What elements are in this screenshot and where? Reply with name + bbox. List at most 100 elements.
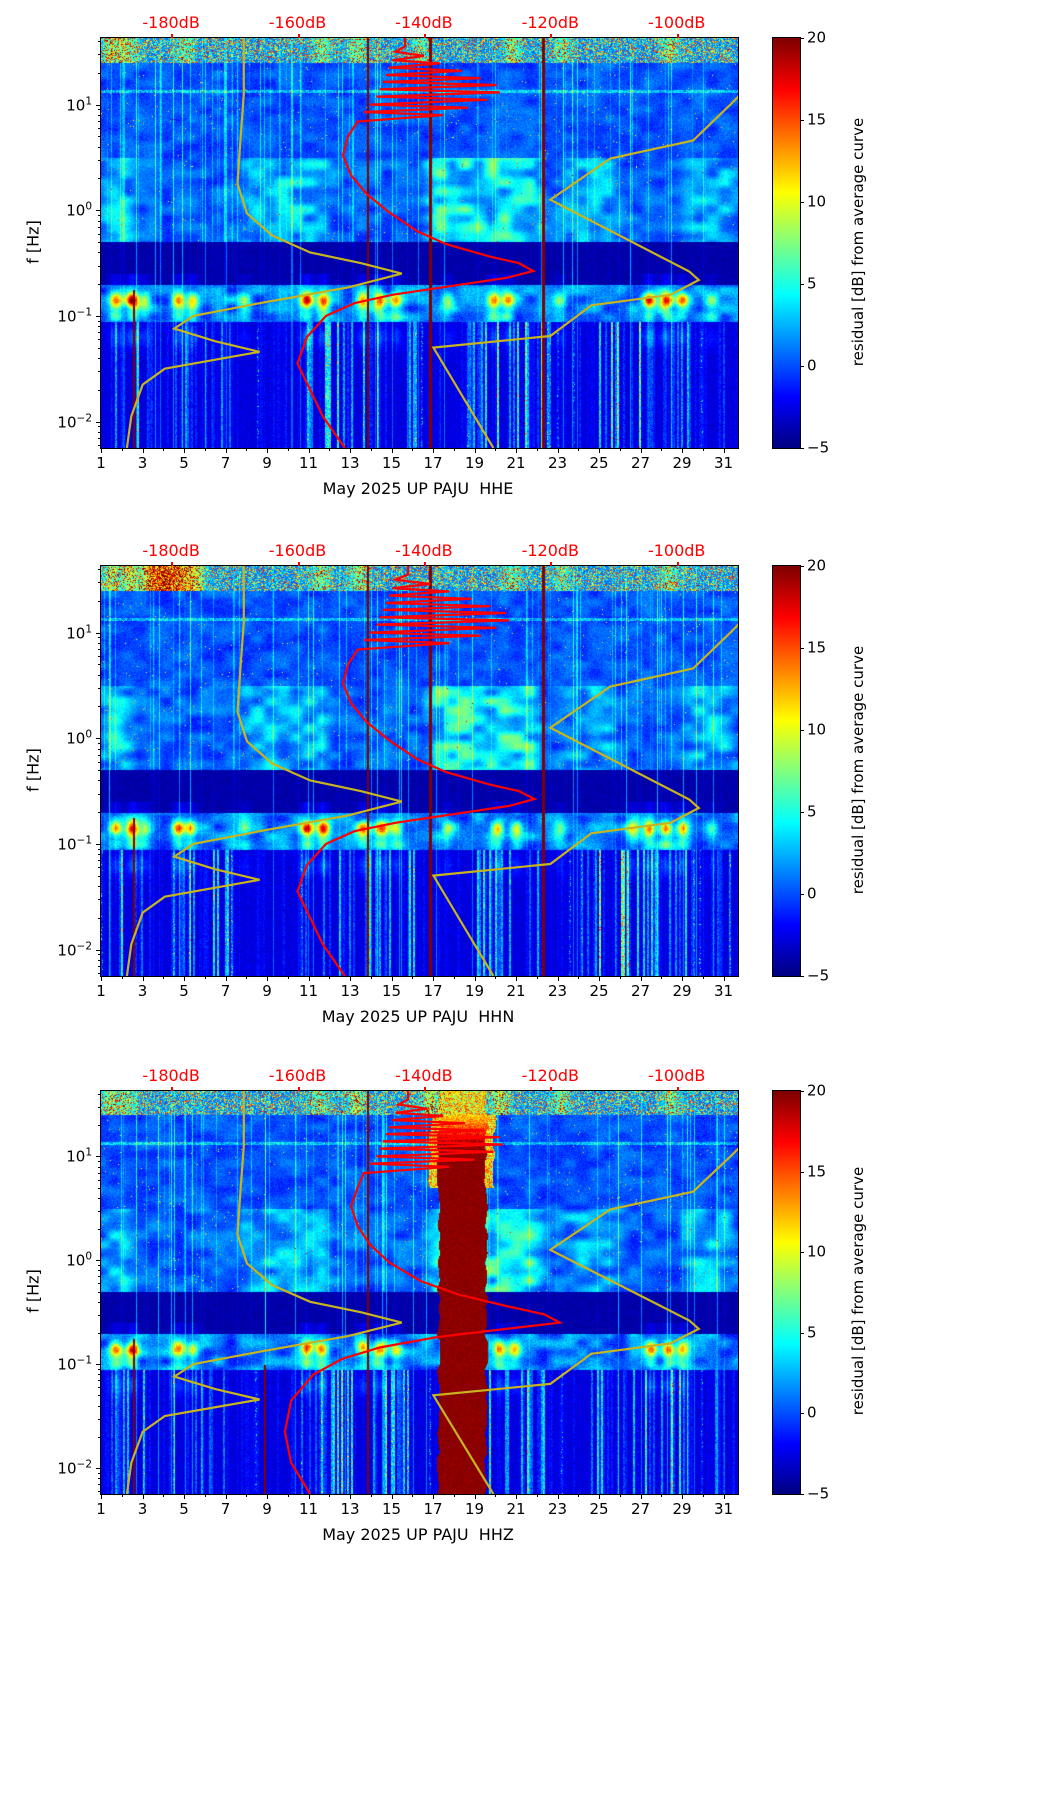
x-minor-tick: [578, 448, 580, 451]
y-minor-tick: [98, 754, 101, 756]
colorbar: 20 15 10 5 0 −5: [772, 30, 829, 455]
x-tick-label: 13: [340, 454, 360, 472]
x-tick: [516, 448, 517, 453]
x-tick-label: 19: [464, 1500, 485, 1518]
x-tick-label: 3: [137, 982, 148, 1000]
noise-model-curves: [125, 566, 738, 976]
y-minor-tick: [98, 1125, 101, 1127]
noise-model-curves: [125, 1091, 738, 1494]
x-minor-tick: [370, 976, 372, 979]
x-minor-tick: [163, 1494, 165, 1497]
y-tick-exponent: −2: [76, 412, 92, 425]
x-tick-label: 25: [589, 454, 609, 472]
y-minor-tick: [98, 128, 101, 129]
x-minor-tick: [661, 448, 663, 451]
x-tick-label: 1: [96, 982, 106, 1000]
x-tick-label: 29: [672, 454, 692, 472]
x-tick: [101, 1494, 102, 1499]
top-db-tick: [676, 1087, 679, 1091]
x-tick-label: 17: [423, 1500, 443, 1518]
y-minor-tick: [98, 1161, 101, 1163]
x-tick-label: 15: [381, 982, 402, 1000]
x-minor-tick: [495, 976, 497, 979]
x-minor-tick: [204, 448, 206, 451]
x-tick-label: 7: [220, 454, 231, 472]
x-minor-tick: [287, 1494, 289, 1497]
x-minor-tick: [702, 448, 704, 451]
colorbar-tick-label: 5: [807, 274, 817, 293]
x-tick-label: 11: [298, 982, 319, 1000]
y-minor-tick: [98, 1368, 101, 1370]
low-noise-model-curve: [125, 1091, 403, 1494]
y-tick: [96, 1364, 101, 1366]
colorbar-tick-label: 5: [807, 802, 817, 821]
x-minor-tick: [453, 1494, 455, 1497]
x-tick: [557, 976, 559, 981]
y-tick-exponent: −1: [76, 834, 92, 847]
x-tick: [225, 976, 227, 981]
colorbar-tick: [800, 566, 804, 567]
plot-area-hhn: 1 3 5 7 9 11 13 15 17 19 21 23 25 27 29 31 101 100 10−1 10−…: [57, 543, 739, 999]
colorbar-tick: [800, 448, 804, 449]
y-minor-tick: [98, 252, 101, 254]
y-tick: [96, 104, 101, 106]
x-minor-tick: [370, 1494, 372, 1497]
y-minor-tick: [98, 136, 101, 138]
x-tick-label: 15: [381, 1500, 402, 1518]
top-db-label: -140dB: [395, 1066, 453, 1085]
colorbar-tick-label: 20: [807, 28, 827, 47]
top-db-tick: [423, 34, 426, 38]
top-db-label: -140dB: [395, 541, 453, 560]
low-noise-model-curve: [125, 566, 403, 976]
spectrogram-figure-hhe: 1 3 5 7 9 11 13 15 17 19 21 23 25 27 29 31 101 100 10−1 10−…: [0, 0, 1052, 525]
top-db-tick: [423, 1087, 426, 1091]
x-minor-tick: [661, 1494, 663, 1497]
y-minor-tick: [98, 220, 101, 222]
y-tick: [96, 210, 101, 212]
x-tick: [433, 1494, 434, 1499]
y-minor-tick: [98, 1229, 101, 1230]
x-tick-label: 21: [506, 1500, 526, 1518]
x-minor-tick: [412, 976, 414, 979]
x-tick: [142, 976, 144, 981]
y-axis-label: f [Hz]: [23, 220, 43, 264]
top-db-label: -180dB: [142, 13, 200, 32]
colorbar-tick: [800, 976, 804, 977]
colorbar-tick-label: 20: [807, 556, 827, 575]
x-minor-tick: [536, 976, 538, 979]
y-minor-tick: [98, 159, 101, 161]
x-minor-tick: [495, 448, 497, 451]
colorbar-tick-label: 15: [807, 638, 827, 657]
x-tick: [184, 976, 185, 981]
top-db-label: -100dB: [647, 13, 706, 32]
x-minor-tick: [163, 976, 165, 979]
y-minor-tick: [98, 966, 101, 967]
top-db-label: -140dB: [395, 13, 453, 32]
y-minor-tick: [98, 648, 101, 650]
x-minor-tick: [702, 976, 704, 979]
x-tick: [516, 1494, 517, 1499]
x-tick-label: 29: [672, 1500, 692, 1518]
noise-model-curves: [125, 38, 738, 448]
x-minor-tick: [412, 1494, 414, 1497]
y-minor-tick: [98, 431, 101, 433]
colorbar-gradient: [773, 566, 800, 976]
y-minor-tick: [98, 1283, 101, 1285]
x-minor-tick: [121, 1494, 123, 1497]
y-minor-tick: [98, 854, 101, 856]
x-tick: [474, 448, 476, 453]
x-minor-tick: [702, 1494, 704, 1497]
x-tick-label: 3: [137, 454, 148, 472]
x-minor-tick: [619, 976, 621, 979]
colorbar-tick: [800, 202, 804, 203]
colorbar-tick: [800, 812, 804, 813]
x-tick: [184, 448, 185, 453]
y-minor-tick: [98, 1301, 101, 1303]
y-minor-tick: [98, 899, 101, 901]
colorbar-tick-label: −5: [807, 438, 830, 457]
colorbar-tick: [800, 366, 804, 367]
y-tick-label: 10−1: [57, 306, 92, 326]
y-minor-tick: [98, 41, 101, 42]
x-tick: [267, 976, 268, 981]
y-tick-label: 101: [66, 1146, 92, 1166]
